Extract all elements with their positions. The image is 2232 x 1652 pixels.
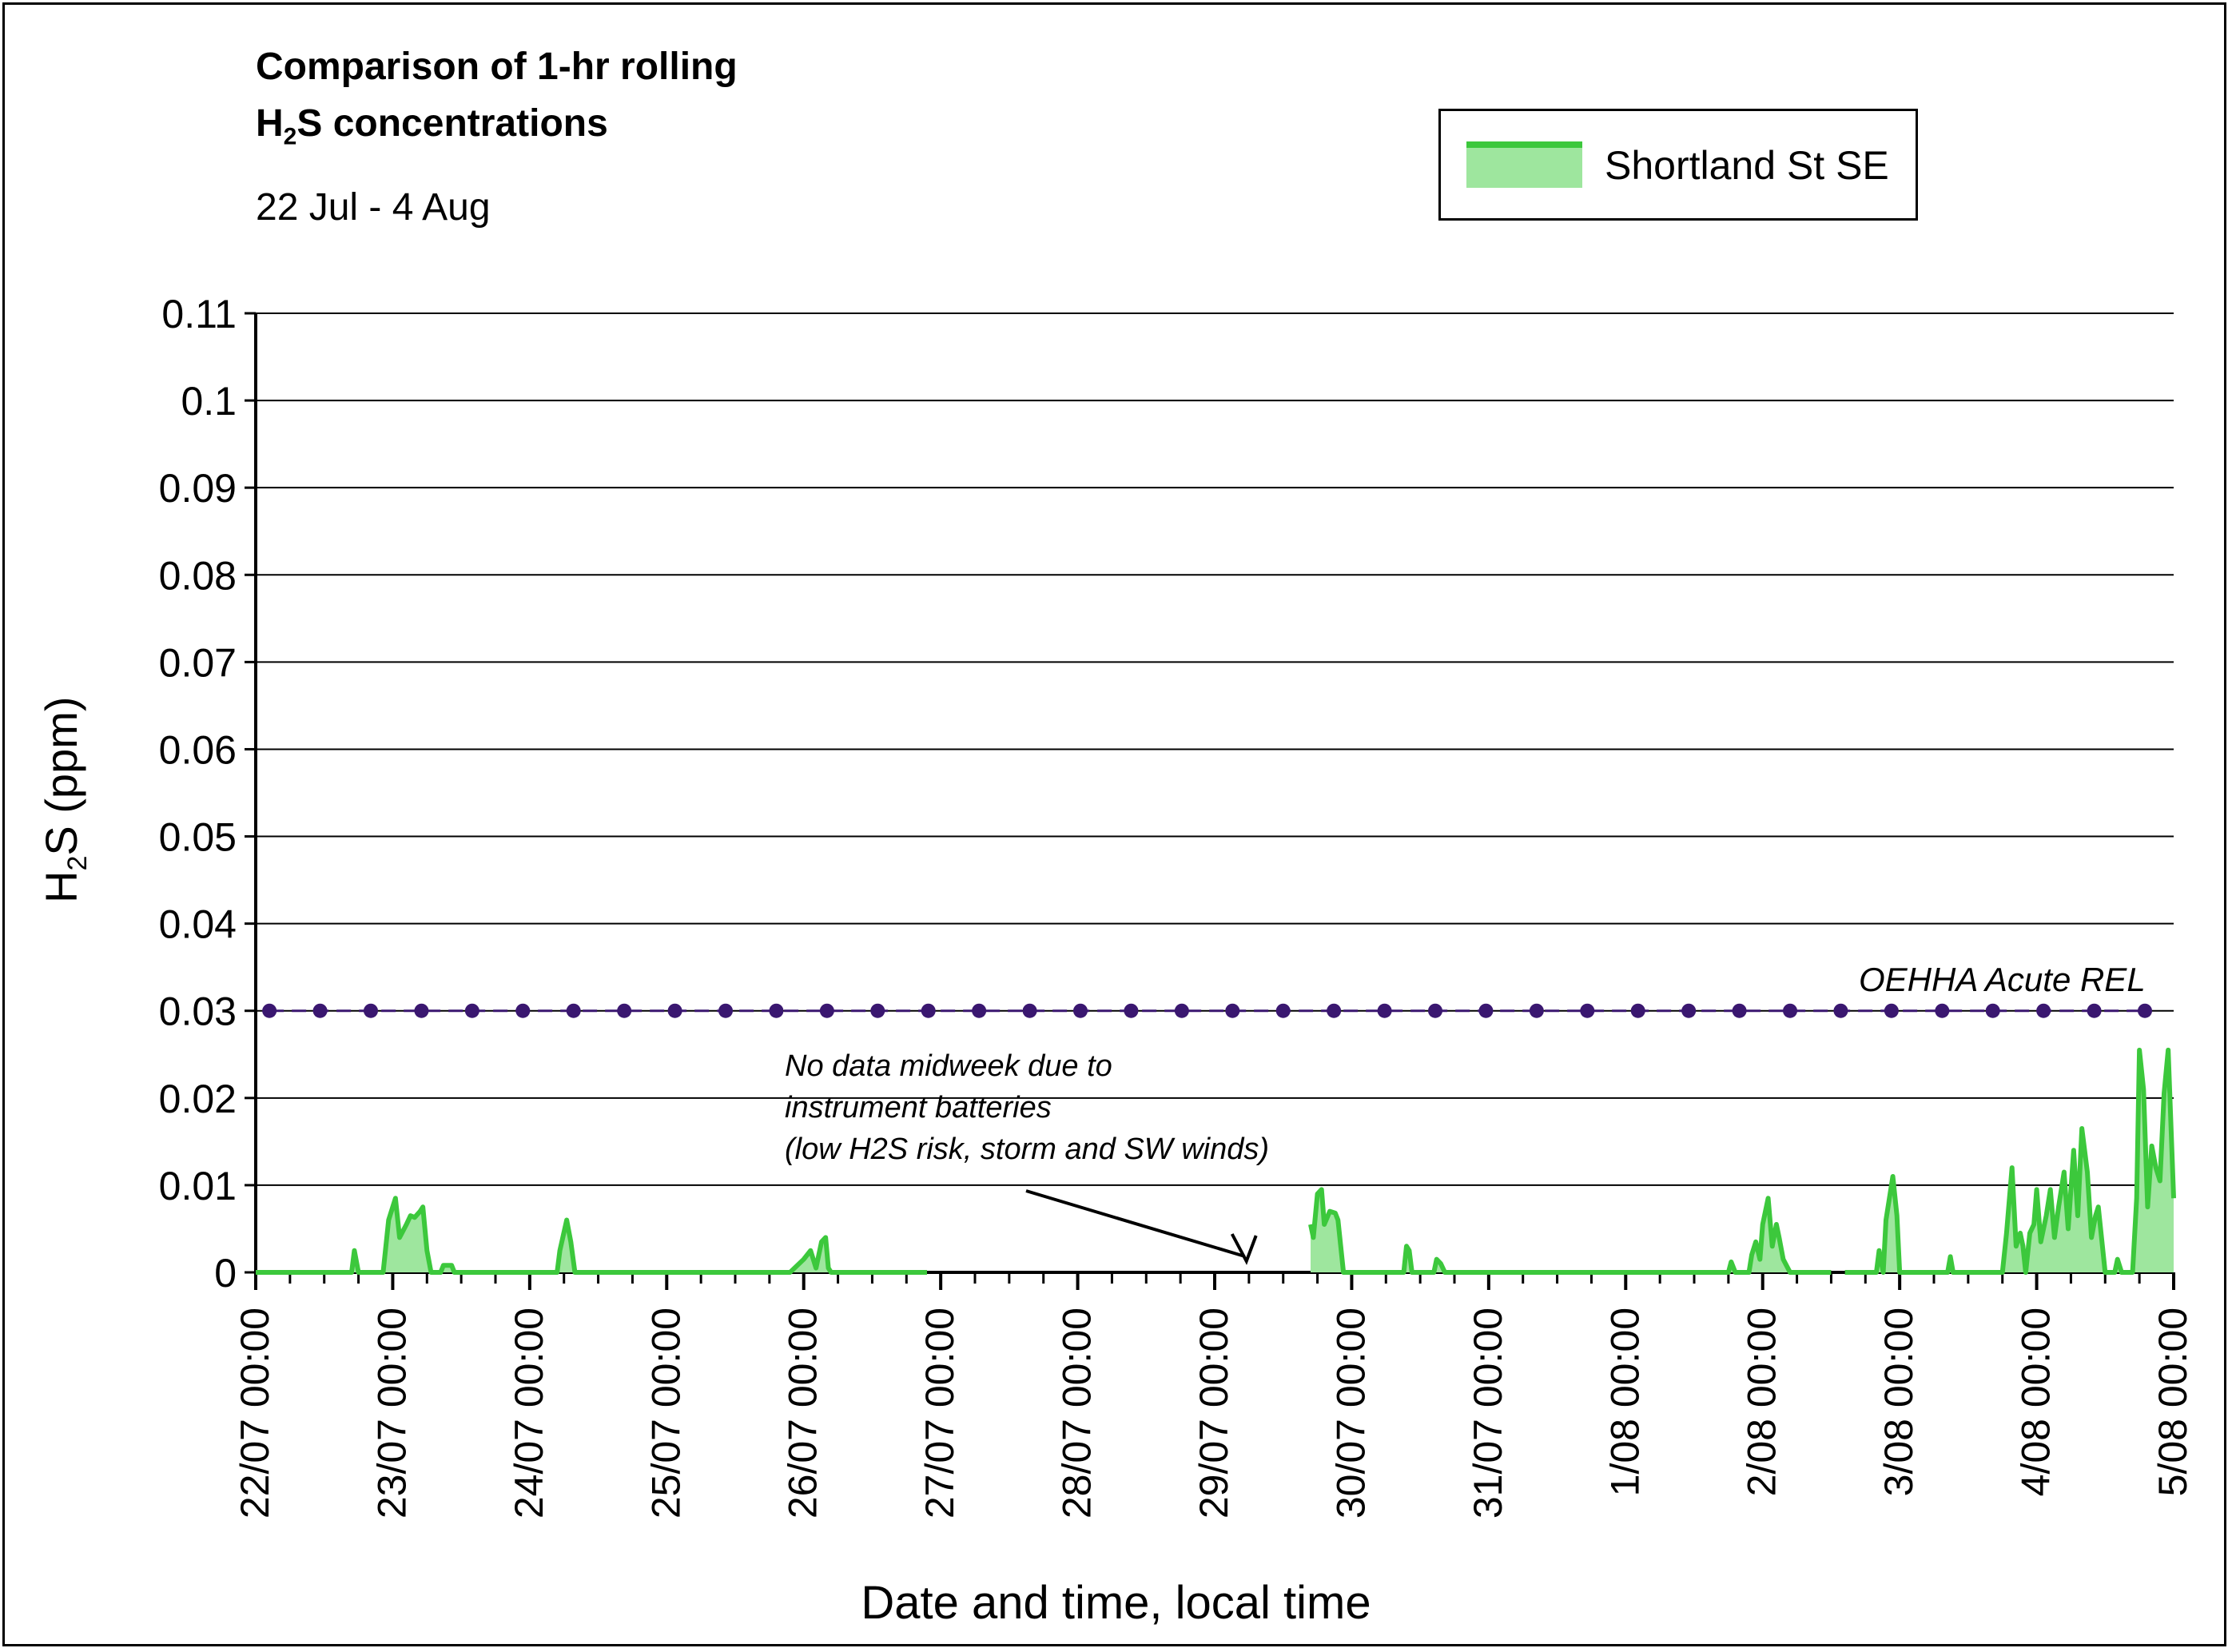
- x-axis-label: Date and time, local time: [861, 1577, 1371, 1629]
- x-tick-label: 24/07 00:00: [507, 1308, 551, 1519]
- annotation-arrow-shaft: [1025, 1189, 1246, 1258]
- rel-marker: [617, 1003, 632, 1018]
- chart-title-line-2: H2S concentrations: [256, 102, 608, 150]
- tick-labels: 0 0.01 0.02 0.03 0.04 0.05 0.06 0.07 0.08 0.09 0.1…: [159, 292, 2195, 1519]
- x-tick-label: 23/07 00:00: [369, 1308, 414, 1519]
- rel-annotation: OEHHA Acute REL: [1859, 961, 2146, 998]
- x-tick-label: 4/08 00:00: [2014, 1308, 2059, 1496]
- x-tick-label: 26/07 00:00: [781, 1308, 826, 1519]
- y-tick-label: 0.03: [159, 989, 237, 1034]
- chart-subtitle: 22 Jul - 4 Aug: [256, 186, 491, 229]
- rel-marker: [1833, 1003, 1848, 1018]
- rel-marker: [262, 1003, 277, 1018]
- rel-marker: [1275, 1003, 1291, 1018]
- series-line: [256, 1196, 927, 1275]
- x-tick-label: 3/08 00:00: [1876, 1308, 1921, 1496]
- rel-marker: [464, 1003, 479, 1018]
- x-tick-label: 31/07 00:00: [1466, 1308, 1510, 1519]
- rel-marker: [1022, 1003, 1037, 1018]
- legend-swatch: [1466, 141, 1582, 188]
- rel-marker: [819, 1003, 834, 1018]
- no-data-annotation-line-3: (low H2S risk, storm and SW winds): [785, 1133, 1270, 1166]
- rel-marker: [2036, 1003, 2051, 1018]
- rel-marker: [1935, 1003, 1950, 1018]
- x-tick-label: 22/07 00:00: [233, 1308, 277, 1519]
- y-tick-label: 0.05: [159, 815, 237, 860]
- x-tick-label: 5/08 00:00: [2150, 1308, 2195, 1496]
- y-tick-label: 0.09: [159, 466, 237, 511]
- rel-marker: [1174, 1003, 1189, 1018]
- legend: Shortland St SE: [1438, 109, 1918, 221]
- no-data-annotation-line-2: instrument batteries: [785, 1091, 1052, 1125]
- y-tick-label: 0.1: [181, 379, 237, 424]
- x-tick-label: 30/07 00:00: [1328, 1308, 1373, 1519]
- rel-marker: [1732, 1003, 1747, 1018]
- rel-marker: [2087, 1003, 2102, 1018]
- rel-marker: [1681, 1003, 1697, 1018]
- rel-marker: [515, 1003, 531, 1018]
- rel-marker: [1580, 1003, 1595, 1018]
- rel-marker: [1985, 1003, 2000, 1018]
- rel-marker: [312, 1003, 328, 1018]
- rel-marker: [667, 1003, 682, 1018]
- rel-marker: [972, 1003, 987, 1018]
- rel-marker: [1630, 1003, 1645, 1018]
- rel-marker: [1124, 1003, 1139, 1018]
- rel-marker: [566, 1003, 581, 1018]
- x-tick-label: 1/08 00:00: [1602, 1308, 1647, 1496]
- rel-marker: [1478, 1003, 1494, 1018]
- x-tick-label: 28/07 00:00: [1055, 1308, 1100, 1519]
- rel-marker: [921, 1003, 936, 1018]
- legend-label: Shortland St SE: [1605, 143, 1889, 188]
- y-axis-label: H2S (ppm): [36, 696, 93, 903]
- x-tick-label: 29/07 00:00: [1192, 1308, 1236, 1519]
- rel-marker: [364, 1003, 378, 1018]
- y-tick-label: 0.02: [159, 1077, 237, 1121]
- annotation-arrow-head: [1230, 1233, 1258, 1265]
- rel-marker: [870, 1003, 885, 1018]
- rel-marker: [414, 1003, 429, 1018]
- y-tick-label: 0.04: [159, 902, 237, 947]
- x-tick-label: 27/07 00:00: [917, 1308, 962, 1519]
- rel-marker: [1073, 1003, 1088, 1018]
- x-tick-label: 25/07 00:00: [643, 1308, 688, 1519]
- rel-marker: [718, 1003, 733, 1018]
- rel-marker: [2138, 1003, 2152, 1018]
- rel-marker: [1428, 1003, 1442, 1018]
- series-line: [1308, 1187, 1832, 1275]
- rel-marker: [769, 1003, 784, 1018]
- y-tick-label: 0.08: [159, 553, 237, 598]
- y-tick-label: 0.01: [159, 1164, 237, 1208]
- chart-title-line-1: Comparison of 1-hr rolling: [256, 46, 738, 88]
- x-tick-label: 2/08 00:00: [1740, 1308, 1784, 1496]
- rel-marker: [1377, 1003, 1392, 1018]
- rel-marker: [1783, 1003, 1797, 1018]
- gridlines: [256, 312, 2174, 1186]
- no-data-annotation-line-1: No data midweek due to: [785, 1049, 1112, 1083]
- series-line: [1844, 1047, 2176, 1275]
- y-tick-label: 0.11: [161, 292, 237, 336]
- y-tick-label: 0.06: [159, 727, 237, 772]
- data-series: [256, 1003, 2176, 1275]
- rel-marker: [1884, 1003, 1899, 1018]
- rel-marker: [1327, 1003, 1342, 1018]
- y-tick-label: 0.07: [159, 640, 237, 685]
- series-area-fill: [1311, 1189, 1832, 1272]
- no-data-annotation: No data midweek due to instrument batter…: [785, 1045, 1269, 1170]
- y-tick-label: 0: [214, 1251, 237, 1296]
- series-area-fill: [1844, 1049, 2174, 1272]
- rel-marker: [1529, 1003, 1544, 1018]
- rel-marker: [1225, 1003, 1240, 1018]
